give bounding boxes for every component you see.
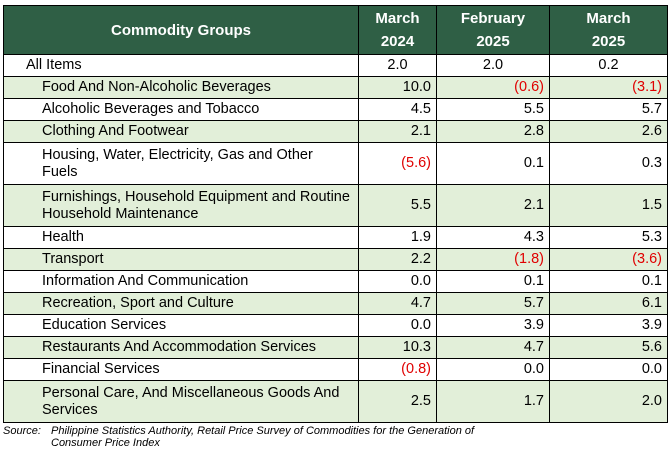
table-row: Health 1.9 4.3 5.3 [3,226,668,249]
table-row: Recreation, Sport and Culture 4.7 5.7 6.1 [3,292,668,315]
table-row: Personal Care, And Miscellaneous Goods A… [3,380,668,423]
commodity-name: Personal Care, And Miscellaneous Goods A… [3,380,359,423]
value-march-2025: 2.6 [549,120,668,143]
value-february-2025: 5.7 [436,292,550,315]
value-march-2025: 5.3 [549,226,668,249]
commodity-name: Clothing And Footwear [3,120,359,143]
commodity-name: Health [3,226,359,249]
all-items-row: All Items 2.0 2.0 0.2 [3,54,668,77]
value-february-2025: 2.8 [436,120,550,143]
value-march-2025: 0.0 [549,358,668,381]
value-february-2025: 0.0 [436,358,550,381]
table-row: Restaurants And Accommodation Services 10… [3,336,668,359]
table-row: Clothing And Footwear 2.1 2.8 2.6 [3,120,668,143]
commodity-name: Restaurants And Accommodation Services [3,336,359,359]
value-march-2024: 0.0 [358,314,437,337]
value-february-2025: 4.3 [436,226,550,249]
header-march-2025: March 2025 [549,5,668,55]
table-row: Transport 2.2 (1.8) (3.6) [3,248,668,271]
table-row: Food And Non-Alcoholic Beverages 10.0 (0.6… [3,76,668,99]
header-year: 2025 [476,33,510,50]
value-february-2025: (0.6) [436,76,550,99]
header-february-2025: February 2025 [436,5,550,55]
value-february-2025: 3.9 [436,314,550,337]
commodity-name: Alcoholic Beverages and Tobacco [3,98,359,121]
commodity-name: Furnishings, Household Equipment and Rou… [3,184,359,227]
value-march-2024: 10.0 [358,76,437,99]
value-february-2025: 1.7 [436,380,550,423]
value-march-2025: 3.9 [549,314,668,337]
value-february-2025: 5.5 [436,98,550,121]
table-row: Housing, Water, Electricity, Gas and Oth… [3,142,668,185]
commodity-name: Transport [3,248,359,271]
value-february-2025: (1.8) [436,248,550,271]
source-text-line1: Philippine Statistics Authority, Retail … [51,425,475,437]
source-text-line2: Consumer Price Index [51,437,160,449]
value-march-2024: 10.3 [358,336,437,359]
table-row: Financial Services (0.8) 0.0 0.0 [3,358,668,381]
commodity-name: Food And Non-Alcoholic Beverages [3,76,359,99]
value-march-2024: 2.5 [358,380,437,423]
value-march-2025: 6.1 [549,292,668,315]
commodity-name: Housing, Water, Electricity, Gas and Oth… [3,142,359,185]
value-february-2025: 2.0 [436,54,550,77]
value-march-2024: 2.0 [358,54,437,77]
value-march-2024: (0.8) [358,358,437,381]
header-year: 2025 [591,33,626,50]
commodity-name: Education Services [3,314,359,337]
header-month: March [375,10,420,27]
commodity-name: All Items [3,54,359,77]
value-march-2024: 2.1 [358,120,437,143]
value-february-2025: 2.1 [436,184,550,227]
commodity-inflation-table: Commodity Groups March 2024 February 202… [3,5,668,423]
commodity-name: Information And Communication [3,270,359,293]
header-year: 2024 [380,33,415,50]
value-march-2024: (5.6) [358,142,437,185]
source-label: Source: [3,425,41,437]
value-february-2025: 4.7 [436,336,550,359]
value-march-2024: 4.7 [358,292,437,315]
table-row: Education Services 0.0 3.9 3.9 [3,314,668,337]
value-march-2025: 0.2 [549,54,668,77]
value-march-2025: (3.1) [549,76,668,99]
value-march-2025: 2.0 [549,380,668,423]
table-row: Information And Communication 0.0 0.1 0.1 [3,270,668,293]
value-march-2025: 0.1 [549,270,668,293]
table-row: Alcoholic Beverages and Tobacco 4.5 5.5 5.7 [3,98,668,121]
value-march-2025: 5.7 [549,98,668,121]
value-march-2024: 4.5 [358,98,437,121]
value-february-2025: 0.1 [436,142,550,185]
value-march-2024: 1.9 [358,226,437,249]
value-march-2025: 0.3 [549,142,668,185]
header-month: February [460,10,526,27]
value-march-2025: (3.6) [549,248,668,271]
value-february-2025: 0.1 [436,270,550,293]
header-march-2024: March 2024 [358,5,437,55]
value-march-2024: 5.5 [358,184,437,227]
table-row: Furnishings, Household Equipment and Rou… [3,184,668,227]
header-month: March [586,10,631,27]
header-row: Commodity Groups March 2024 February 202… [3,5,668,55]
commodity-name: Recreation, Sport and Culture [3,292,359,315]
commodity-name: Financial Services [3,358,359,381]
header-commodity-groups: Commodity Groups [3,5,359,55]
value-march-2024: 2.2 [358,248,437,271]
source-note: Source: Philippine Statistics Authority, … [3,425,663,449]
value-march-2024: 0.0 [358,270,437,293]
value-march-2025: 1.5 [549,184,668,227]
value-march-2025: 5.6 [549,336,668,359]
